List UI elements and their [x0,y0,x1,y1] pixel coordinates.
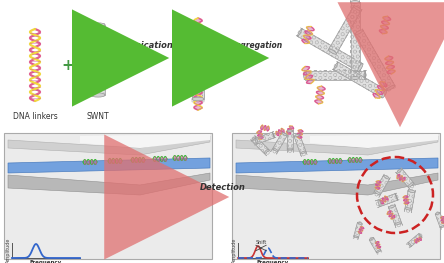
Polygon shape [8,136,210,155]
Ellipse shape [369,237,374,240]
Polygon shape [369,238,381,252]
Polygon shape [310,134,438,148]
Ellipse shape [395,194,398,200]
Text: SWNT: SWNT [87,112,109,121]
Polygon shape [91,25,105,95]
Polygon shape [8,173,210,195]
Polygon shape [192,31,204,99]
Ellipse shape [377,250,381,252]
Ellipse shape [251,136,256,141]
Ellipse shape [304,70,306,79]
Text: +: + [62,58,75,73]
Ellipse shape [357,222,362,224]
Ellipse shape [294,134,300,137]
Ellipse shape [408,242,411,246]
Polygon shape [435,213,444,227]
Polygon shape [378,194,398,206]
Ellipse shape [353,6,361,11]
Ellipse shape [350,1,360,3]
Polygon shape [405,190,415,209]
Text: Shift: Shift [255,240,267,245]
Polygon shape [355,30,395,90]
Ellipse shape [358,64,363,72]
Polygon shape [354,222,362,237]
Text: DNA linkers: DNA linkers [12,112,57,121]
Ellipse shape [355,30,363,35]
Ellipse shape [273,148,278,151]
Ellipse shape [374,191,381,195]
Ellipse shape [192,29,204,33]
Polygon shape [8,158,210,173]
Polygon shape [0,0,444,130]
Polygon shape [236,136,438,155]
Polygon shape [287,131,293,149]
Polygon shape [251,136,269,154]
Ellipse shape [387,85,395,90]
Text: Frequency: Frequency [30,260,62,263]
Polygon shape [236,173,438,195]
Polygon shape [236,158,438,173]
Ellipse shape [435,212,440,215]
Ellipse shape [264,149,269,154]
Ellipse shape [297,29,302,36]
Ellipse shape [384,175,389,179]
Polygon shape [333,62,386,98]
Ellipse shape [405,208,412,210]
Ellipse shape [408,190,415,192]
Ellipse shape [287,148,293,150]
Polygon shape [374,175,389,195]
Polygon shape [408,234,422,246]
Polygon shape [80,134,210,148]
Ellipse shape [329,49,337,54]
Ellipse shape [192,97,204,101]
Text: Detection: Detection [200,183,246,192]
Ellipse shape [300,151,306,154]
Ellipse shape [350,77,360,79]
FancyBboxPatch shape [232,133,440,259]
Text: Amplitude: Amplitude [232,237,237,263]
Polygon shape [255,132,274,144]
Ellipse shape [333,62,338,70]
FancyBboxPatch shape [4,133,212,259]
Polygon shape [388,205,401,225]
Polygon shape [305,70,365,79]
Ellipse shape [354,236,359,238]
Polygon shape [396,169,413,187]
Polygon shape [329,6,361,54]
Text: Amplitude: Amplitude [6,237,11,263]
Polygon shape [294,134,306,154]
Ellipse shape [91,93,105,97]
Ellipse shape [255,138,258,144]
Ellipse shape [282,133,287,136]
Text: Self-aggregation: Self-aggregation [211,41,283,50]
Polygon shape [297,29,363,71]
Text: Frequency: Frequency [257,260,289,263]
Polygon shape [273,133,287,151]
Ellipse shape [388,205,395,208]
Ellipse shape [419,234,422,237]
Text: Sonication: Sonication [124,41,174,50]
Ellipse shape [287,130,293,132]
Ellipse shape [272,132,274,138]
Polygon shape [350,2,360,78]
Ellipse shape [382,90,387,98]
Ellipse shape [396,169,402,174]
Ellipse shape [395,222,401,225]
Ellipse shape [440,225,444,228]
Ellipse shape [408,183,413,187]
Ellipse shape [378,200,381,206]
Ellipse shape [91,23,105,27]
